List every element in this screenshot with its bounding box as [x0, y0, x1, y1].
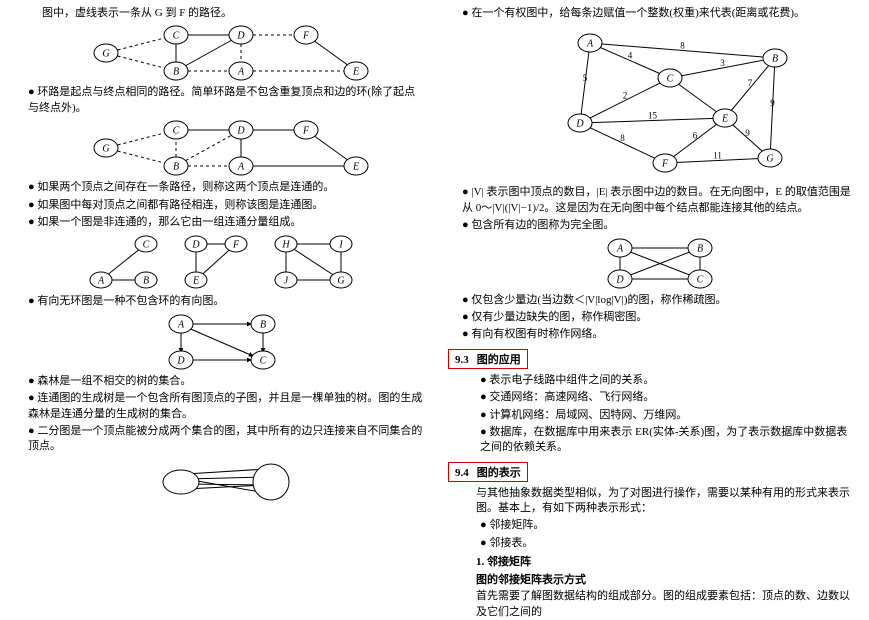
svg-text:B: B — [173, 161, 179, 172]
section-9-4-num: 9.4 — [455, 467, 469, 479]
text-r5: 仅有少量边缺失的图，称作稠密图。 — [462, 310, 858, 325]
svg-text:E: E — [352, 161, 359, 172]
svg-text:C: C — [260, 355, 267, 366]
text-p8: 连通图的生成树是一个包含所有图顶点的子图，并且是一棵单独的树。图的生成森林是连通… — [28, 391, 424, 422]
svg-text:J: J — [284, 276, 289, 287]
fig-dag: A B D C — [151, 312, 301, 372]
svg-text:9: 9 — [770, 98, 775, 108]
svg-text:5: 5 — [583, 73, 588, 83]
subhead-1: 1. 邻接矩阵 — [476, 553, 858, 569]
svg-text:B: B — [173, 67, 179, 78]
svg-text:C: C — [173, 125, 180, 136]
svg-text:G: G — [766, 154, 773, 165]
svg-text:A: A — [237, 161, 245, 172]
svg-text:D: D — [236, 31, 245, 42]
section-9-3-num: 9.3 — [455, 354, 469, 366]
text-p4: 如果图中每对顶点之间都有路径相连，则称该图是连通图。 — [28, 198, 424, 213]
svg-text:B: B — [772, 54, 778, 65]
svg-text:3: 3 — [720, 58, 725, 68]
fig-weighted-graph: 8 4 5 3 7 9 2 15 8 6 9 11 A B C D E F G — [510, 23, 810, 183]
text-r9: 计算机网络：局域网、因特网、万维网。 — [480, 408, 858, 423]
text-r12: 邻接矩阵。 — [480, 518, 858, 533]
section-9-3-title: 图的应用 — [477, 354, 521, 366]
section-9-4: 9.4 图的表示 — [448, 462, 528, 482]
svg-text:D: D — [615, 274, 624, 285]
left-column: 图中，虚线表示一条从 G 到 F 的路径。 G C B D A F E 环路是起点与终点… — [0, 0, 434, 541]
text-r1: 在一个有权图中，给每条边赋值一个整数(权重)来代表(距离或花费)。 — [462, 6, 858, 21]
text-r13: 邻接表。 — [480, 536, 858, 551]
svg-text:B: B — [143, 276, 149, 287]
svg-text:D: D — [176, 355, 185, 366]
fig-path-graph: G C B D A F E — [76, 23, 376, 83]
svg-text:E: E — [192, 276, 199, 287]
svg-text:A: A — [616, 243, 624, 254]
section-9-3: 9.3 图的应用 — [448, 349, 528, 369]
fig-bipartite — [151, 457, 301, 507]
svg-text:7: 7 — [748, 78, 753, 88]
text-p2: 环路是起点与终点相同的路径。简单环路是不包含重复顶点和边的环(除了起点与终点外)… — [28, 85, 424, 116]
text-r3: 包含所有边的图称为完全图。 — [462, 218, 858, 233]
text-r10: 数据库，在数据库中用来表示 ER(实体-关系)图，为了表示数据库中数据表之间的依… — [480, 425, 858, 456]
text-p9: 二分图是一个顶点能被分成两个集合的图，其中所有的边只连接来自不同集合的顶点。 — [28, 424, 424, 455]
svg-text:A: A — [586, 39, 594, 50]
fig-complete-graph: A B D C — [595, 236, 725, 291]
section-9-4-title: 图的表示 — [477, 467, 521, 479]
svg-text:B: B — [697, 243, 703, 254]
svg-text:G: G — [102, 49, 109, 60]
svg-text:G: G — [102, 143, 109, 154]
svg-text:D: D — [236, 125, 245, 136]
svg-text:D: D — [191, 240, 200, 251]
svg-text:H: H — [281, 240, 290, 251]
svg-text:E: E — [352, 67, 359, 78]
text-r11: 与其他抽象数据类型相似，为了对图进行操作，需要以某种有用的形式来表示图。基本上，… — [476, 486, 858, 517]
text-p6: 有向无环图是一种不包含环的有向图。 — [28, 294, 424, 309]
subhead-2: 图的邻接矩阵表示方式 — [476, 571, 858, 587]
text-r6: 有向有权图有时称作网络。 — [462, 327, 858, 342]
svg-text:C: C — [697, 274, 704, 285]
right-column: 在一个有权图中，给每条边赋值一个整数(权重)来代表(距离或花费)。 8 4 5 3 7 9… — [434, 0, 868, 541]
fig-components: A C B D F E H I J G — [76, 232, 376, 292]
svg-text:B: B — [260, 319, 266, 330]
svg-text:C: C — [667, 74, 674, 85]
text-r4: 仅包含少量边(当边数＜|V|log|V|)的图，称作稀疏图。 — [462, 293, 858, 308]
svg-text:F: F — [661, 159, 669, 170]
svg-text:A: A — [177, 319, 185, 330]
text-p1: 图中，虚线表示一条从 G 到 F 的路径。 — [42, 6, 424, 21]
svg-text:2: 2 — [623, 91, 628, 101]
svg-text:A: A — [237, 67, 245, 78]
text-p7: 森林是一组不相交的树的集合。 — [28, 374, 424, 389]
svg-text:E: E — [721, 114, 728, 125]
text-r2: |V| 表示图中顶点的数目，|E| 表示图中边的数目。在无向图中，E 的取值范围… — [462, 185, 858, 216]
svg-text:F: F — [302, 125, 310, 136]
svg-text:6: 6 — [693, 131, 698, 141]
svg-text:C: C — [143, 240, 150, 251]
svg-text:G: G — [337, 276, 344, 287]
svg-text:I: I — [338, 240, 343, 251]
svg-text:F: F — [232, 240, 240, 251]
svg-text:8: 8 — [680, 41, 685, 51]
text-r7: 表示电子线路中组件之间的关系。 — [480, 373, 858, 388]
svg-text:4: 4 — [628, 51, 633, 61]
text-p5: 如果一个图是非连通的，那么它由一组连通分量组成。 — [28, 215, 424, 230]
text-r14: 首先需要了解图数据结构的组成部分。图的组成要素包括：顶点的数、边数以及它们之间的 — [476, 589, 858, 620]
svg-text:8: 8 — [620, 133, 625, 143]
svg-text:D: D — [575, 119, 584, 130]
svg-text:A: A — [97, 276, 105, 287]
svg-text:9: 9 — [745, 128, 750, 138]
svg-text:F: F — [302, 31, 310, 42]
svg-text:15: 15 — [648, 111, 658, 121]
svg-text:C: C — [173, 31, 180, 42]
text-p3: 如果两个顶点之间存在一条路径，则称这两个顶点是连通的。 — [28, 180, 424, 195]
text-r8: 交通网络：高速网络、飞行网络。 — [480, 390, 858, 405]
fig-cycle-graph: G C B D A F E — [76, 118, 376, 178]
svg-text:11: 11 — [713, 151, 722, 161]
